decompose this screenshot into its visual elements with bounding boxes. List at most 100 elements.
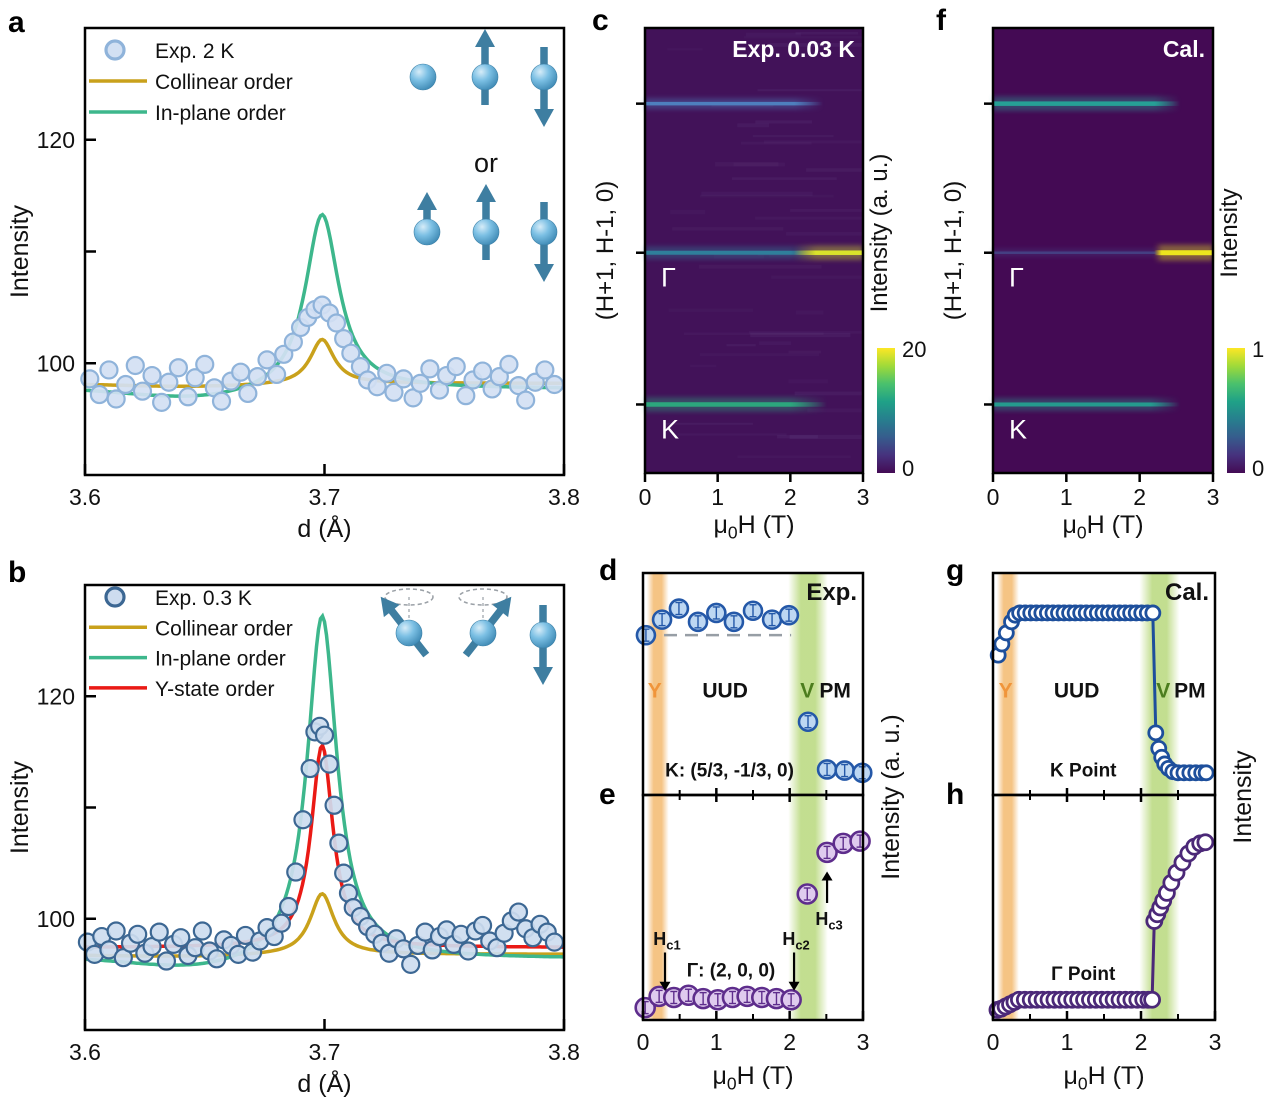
x-tick-label: 3.7	[309, 484, 341, 510]
spin-sphere	[395, 619, 423, 647]
panel-title: Exp.	[806, 579, 857, 606]
x-tick-label: 3.6	[69, 1039, 101, 1065]
colorbar	[1227, 348, 1245, 473]
x-tick-label: 0	[987, 484, 1000, 510]
right-axis-label: Intensity	[1229, 750, 1257, 844]
panel-letter-e: e	[599, 778, 616, 811]
x-tick-label: 0	[639, 484, 652, 510]
data-point	[456, 386, 476, 406]
panel-letter-c: c	[592, 4, 609, 37]
colorbar-max: 20	[902, 337, 926, 362]
data-point	[458, 941, 478, 961]
data-point	[267, 364, 287, 385]
data-point	[420, 359, 440, 379]
heatmap-line	[645, 402, 827, 407]
data-point	[99, 940, 119, 960]
data-point	[106, 921, 126, 941]
annotation-Hc1: Hc1	[653, 929, 680, 953]
data-point	[156, 951, 177, 971]
panel-c: Γ K 0 1 2 3 μ0H (T) (H+1, H-1, 0) Exp. 0.03 K 20 0…	[592, 26, 926, 543]
phase-band	[996, 796, 1019, 1019]
region-label-PM: PM	[819, 680, 851, 703]
data-point	[99, 360, 119, 380]
spin-inset: or	[409, 29, 558, 282]
panel-b: 100 120 3.6 3.7 3.8 d (Å) Intensity Exp. 0.3 K C…	[6, 583, 580, 1098]
annotation: Γ: (2, 0, 0)	[687, 960, 776, 981]
data-point	[142, 365, 162, 386]
heatmap-line	[993, 101, 1180, 106]
data-point	[401, 954, 421, 974]
annotation: K: (5/3, -1/3, 0)	[665, 760, 794, 781]
legend-marker	[104, 39, 126, 61]
region-label-V: V	[800, 680, 814, 703]
panel-h: Γ Point 0 1 2 3 μ0H (T)	[987, 788, 1221, 1094]
heatmap-line	[645, 101, 824, 106]
spin-sphere	[530, 218, 558, 246]
data-point	[274, 344, 294, 364]
data-point	[300, 758, 320, 779]
data-point	[367, 377, 387, 397]
data-point	[178, 387, 198, 407]
data-point	[508, 902, 529, 922]
data-point	[271, 913, 291, 933]
colorbar-max: 1	[1252, 337, 1264, 362]
colorbar-label: Intensity (a. u.)	[866, 154, 893, 313]
spin-sphere	[472, 218, 500, 246]
data-point	[89, 384, 109, 405]
data-point	[116, 374, 136, 395]
q-point-label: K	[661, 414, 679, 444]
region-label-Y: Y	[999, 680, 1013, 703]
panel-letter-g: g	[946, 554, 965, 587]
data-point	[535, 360, 555, 380]
heatmap-line	[993, 251, 1158, 254]
data-point	[326, 313, 347, 333]
data-point	[171, 928, 191, 948]
x-axis-label: μ0H (T)	[712, 1062, 793, 1094]
or-label: or	[474, 148, 498, 178]
data-point	[472, 361, 493, 381]
annotation: K Point	[1050, 760, 1117, 781]
panel-letter-f: f	[936, 4, 946, 37]
legend: Exp. 0.3 K Collinear order In-plane order Y…	[89, 586, 293, 701]
data-point	[410, 373, 430, 393]
data-point	[516, 390, 536, 410]
y-axis-label: Intensity	[6, 760, 34, 854]
data-point	[334, 863, 354, 883]
heatmap-line	[993, 402, 1180, 407]
x-tick-label: 3.6	[69, 484, 101, 510]
data-point	[128, 924, 148, 944]
data-point	[192, 921, 212, 941]
panel-title: Cal.	[1163, 36, 1205, 62]
precession-circle	[458, 588, 508, 606]
colorbar	[877, 348, 895, 473]
data-point	[293, 810, 313, 830]
x-tick-label: 2	[784, 484, 797, 510]
x-tick-label: 2	[783, 1029, 796, 1055]
annotation-Hc3: Hc3	[815, 909, 842, 933]
x-tick-label: 1	[711, 484, 724, 510]
curve-y-state-order	[84, 741, 564, 949]
data-point	[544, 932, 565, 952]
panel-title: Cal.	[1165, 579, 1209, 606]
data-point	[257, 350, 277, 370]
legend-label: Collinear order	[155, 71, 293, 94]
x-axis-label: d (Å)	[297, 1068, 351, 1098]
annotation-Hc2: Hc2	[782, 929, 809, 953]
panel-g: Y UUD V PM K Point Cal. Intensity	[989, 571, 1257, 844]
spin-sphere	[471, 63, 499, 91]
data-point	[149, 922, 169, 942]
scatter-series	[77, 716, 565, 974]
y-tick-label: 100	[37, 350, 75, 376]
x-tick-label: 3	[857, 484, 870, 510]
panel-f: Γ K 0 1 2 3 μ0H (T) (H+1, H-1, 0) Cal. 1 0 Intensit…	[940, 26, 1264, 543]
data-point	[489, 367, 509, 387]
data-point	[207, 949, 227, 969]
legend-label: Collinear order	[155, 617, 293, 640]
data-point	[125, 355, 145, 376]
x-tick-label: 1	[1061, 1029, 1074, 1055]
data-point	[132, 381, 153, 401]
legend: Exp. 2 K Collinear order In-plane order	[89, 39, 293, 125]
legend-marker	[104, 586, 126, 608]
